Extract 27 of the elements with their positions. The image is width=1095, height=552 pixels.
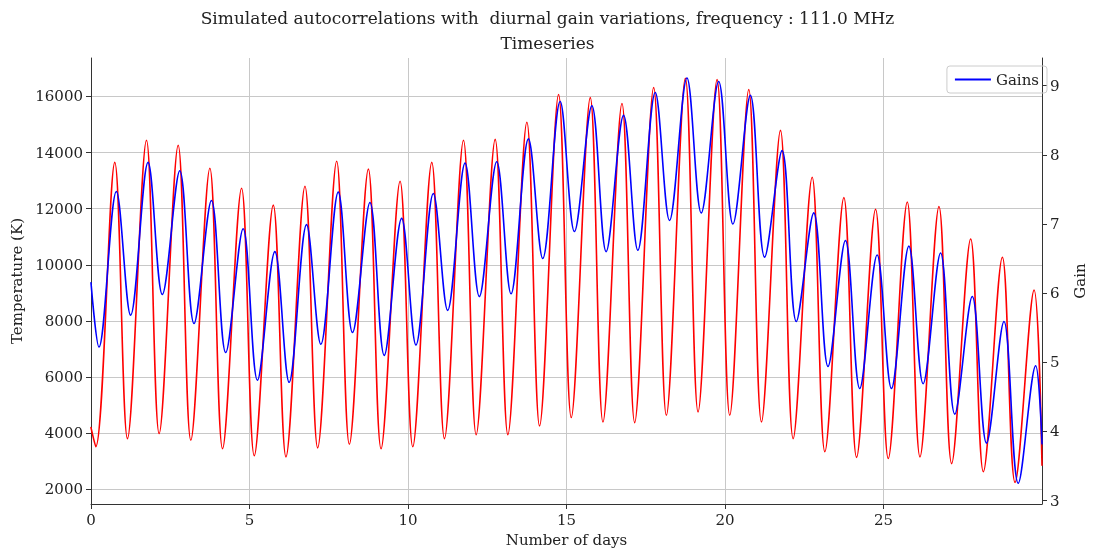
legend-label: Gains [995,70,1040,89]
chart-title: Simulated autocorrelations with diurnal gain variations, frequency : 111.0 MHz [200,7,895,28]
y2-tick-label: 7 [1050,214,1060,233]
y-tick-label: 14000 [35,143,83,162]
y-tick-label: 12000 [35,199,83,218]
y2-tick-label: 4 [1050,422,1060,441]
y-axis-title: Temperature (K) [7,218,26,344]
y-tick-label: 10000 [35,255,83,274]
y-tick-label: 4000 [44,424,83,443]
y2-tick-label: 6 [1050,284,1060,303]
y2-axis-title: Gain [1070,262,1089,299]
chart-subtitle: Timeseries [500,32,595,53]
x-tick-label: 10 [398,510,418,529]
y-tick-label: 16000 [35,87,83,106]
x-tick-label: 15 [556,510,577,529]
y-tick-label: 2000 [44,480,83,499]
x-tick-label: 20 [715,510,735,529]
y-tick-label: 8000 [44,312,83,330]
y2-tick-label: 5 [1050,353,1060,372]
y-tick-label: 6000 [44,368,83,387]
y2-tick-label: 8 [1050,145,1060,164]
y2-tick-label: 9 [1050,76,1060,95]
x-tick-label: 25 [873,510,894,529]
x-tick-label: 5 [244,510,255,529]
x-axis-title: Number of days [505,530,628,549]
x-tick-label: 0 [86,510,96,529]
y2-tick-label: 3 [1050,491,1060,510]
